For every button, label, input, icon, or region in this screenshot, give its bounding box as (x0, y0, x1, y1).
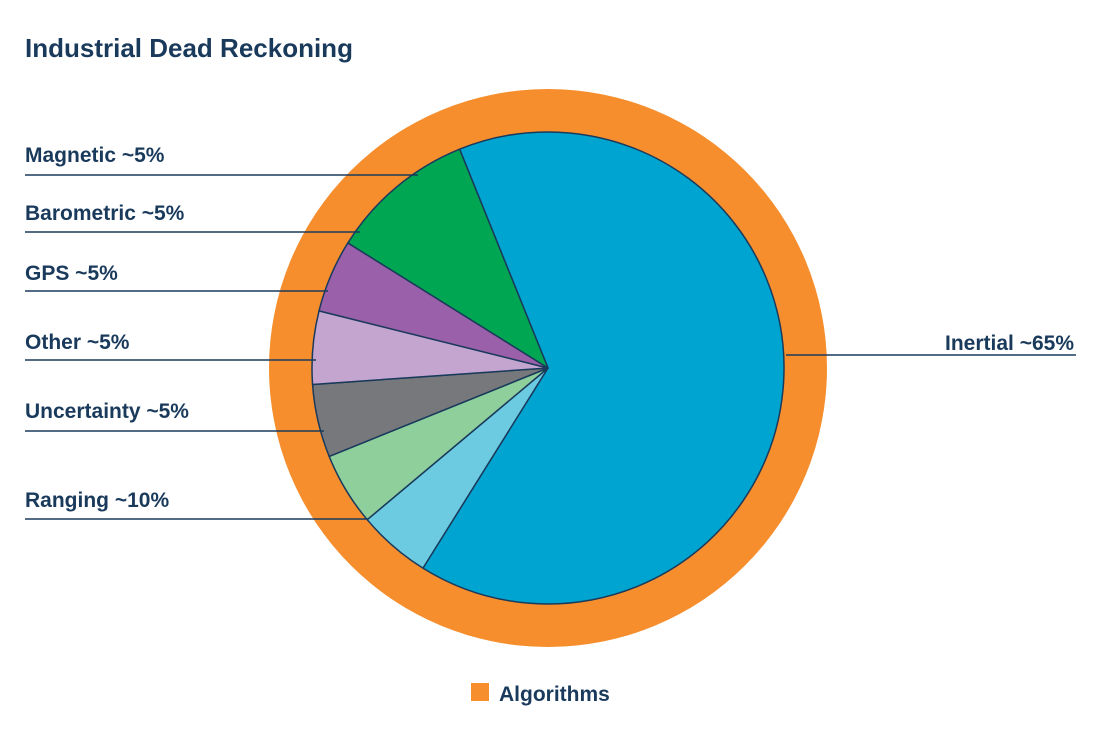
slice-label-other: Other ~5% (25, 331, 130, 354)
slice-label-ranging: Ranging ~10% (25, 489, 169, 512)
slice-label-magnetic: Magnetic ~5% (25, 144, 165, 167)
chart-title: Industrial Dead Reckoning (25, 33, 353, 63)
legend: Algorithms (471, 683, 610, 706)
slice-label-uncertainty: Uncertainty ~5% (25, 400, 189, 423)
legend-label-algorithms: Algorithms (499, 683, 610, 706)
pie-slice-inertial (422, 131, 785, 605)
slice-label-inertial: Inertial ~65% (945, 332, 1074, 355)
pie-slice-ranging (347, 148, 549, 369)
slice-label-barometric: Barometric ~5% (25, 202, 185, 225)
slice-label-gps: GPS ~5% (25, 262, 118, 285)
legend-swatch-algorithms (471, 683, 489, 701)
